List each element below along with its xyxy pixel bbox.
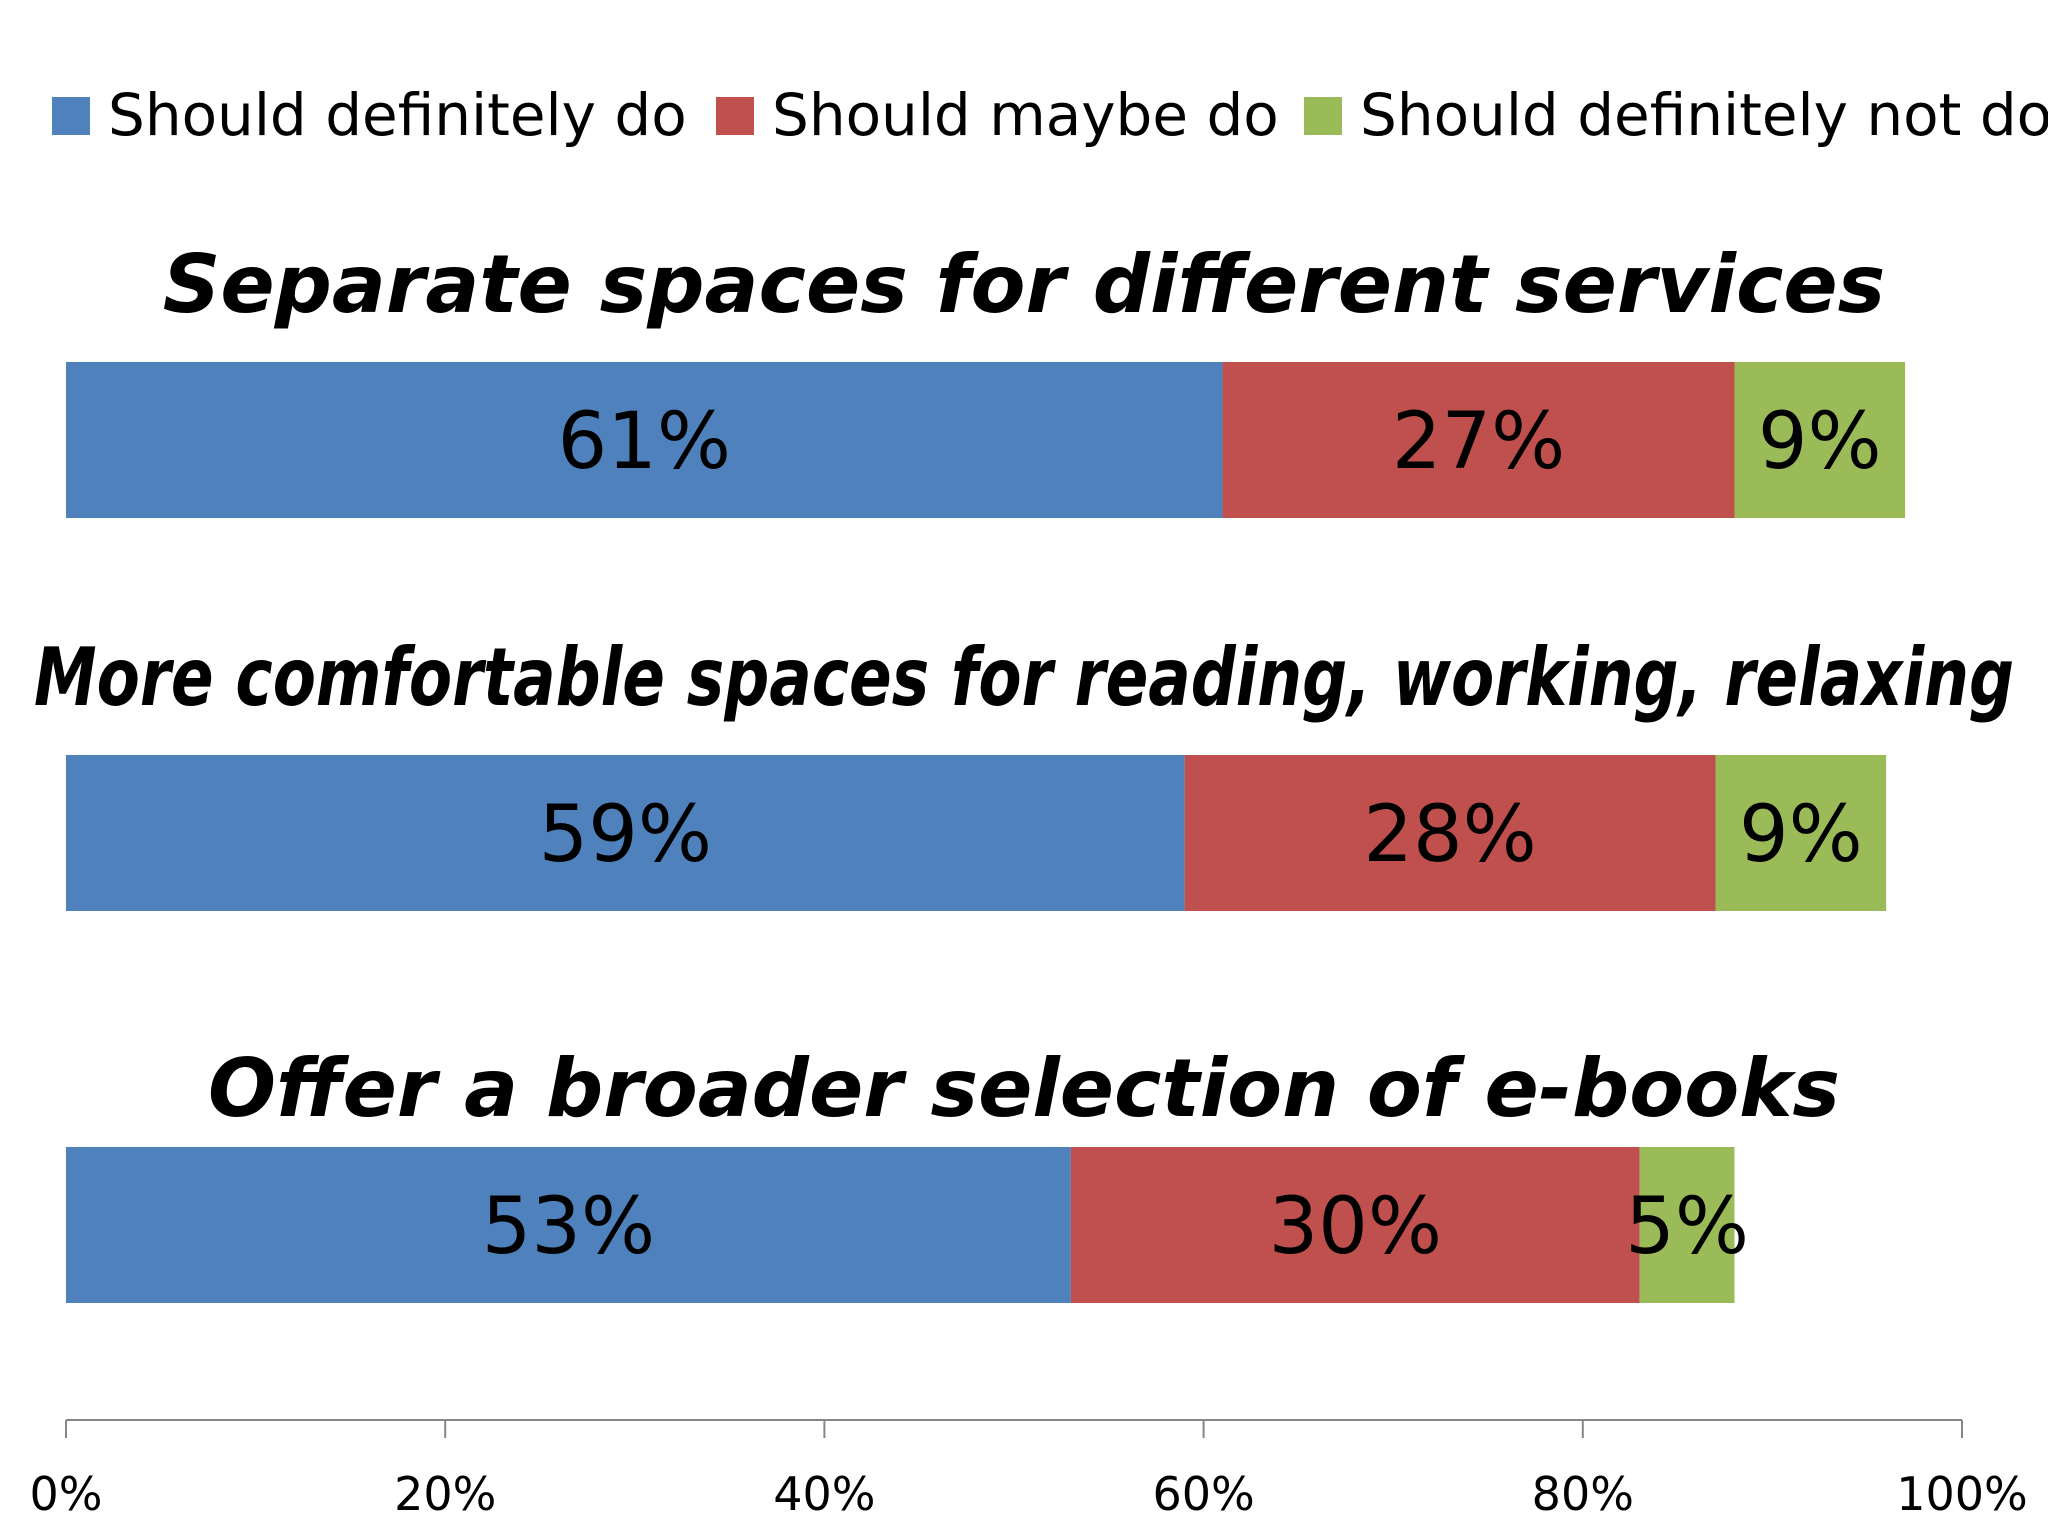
bar-segment-1-1 [66, 362, 1223, 518]
legend-label-1: Should definitely do [108, 81, 687, 149]
legend-swatch-1 [52, 97, 90, 135]
bar-group-2: More comfortable spaces for reading, wor… [34, 631, 2014, 911]
category-title-2: More comfortable spaces for reading, wor… [34, 631, 2014, 724]
bar-groups: Separate spaces for different services 61… [34, 238, 2014, 1303]
bar-group-1: Separate spaces for different services 61… [66, 238, 1906, 518]
data-label-2-1: 59% [539, 790, 712, 880]
x-tick-label-3: 40% [773, 1467, 875, 1521]
legend-swatch-2 [716, 97, 754, 135]
bar-segment-3-1 [66, 1147, 1071, 1303]
data-label-1-3: 9% [1758, 397, 1882, 487]
bar-segment-2-1 [66, 755, 1185, 911]
x-tick-label-1: 0% [30, 1467, 103, 1521]
x-tick-label-6: 100% [1896, 1467, 2028, 1521]
bar-group-3: Offer a broader selection of e-books 53% 3… [66, 1042, 1840, 1303]
bar-segment-1-2 [1222, 362, 1735, 518]
legend-swatch-3 [1304, 97, 1342, 135]
x-tick-label-4: 60% [1152, 1467, 1254, 1521]
legend-label-3: Should definitely not do [1360, 81, 2048, 149]
category-title-3: Offer a broader selection of e-books [208, 1042, 1840, 1135]
legend-label-2: Should maybe do [772, 81, 1279, 149]
bar-segment-3-3 [1639, 1147, 1735, 1303]
x-axis: 0% 20% 40% 60% 80% 100% [30, 1419, 2028, 1521]
bar-segment-2-3 [1715, 755, 1887, 911]
bar-segment-3-2 [1070, 1147, 1640, 1303]
data-label-2-2: 28% [1363, 790, 1536, 880]
data-label-3-3: 5% [1625, 1182, 1749, 1272]
category-title-1: Separate spaces for different services [163, 238, 1886, 331]
legend: Should definitely do Should maybe do Shoul… [52, 81, 2048, 149]
data-label-3-2: 30% [1269, 1182, 1442, 1272]
data-label-1-2: 27% [1392, 397, 1565, 487]
data-label-1-1: 61% [558, 397, 731, 487]
data-label-2-3: 9% [1739, 790, 1863, 880]
bar-segment-2-2 [1184, 755, 1716, 911]
bar-segment-1-3 [1734, 362, 1906, 518]
data-label-3-1: 53% [482, 1182, 655, 1272]
x-tick-label-5: 80% [1532, 1467, 1634, 1521]
x-tick-label-2: 20% [394, 1467, 496, 1521]
